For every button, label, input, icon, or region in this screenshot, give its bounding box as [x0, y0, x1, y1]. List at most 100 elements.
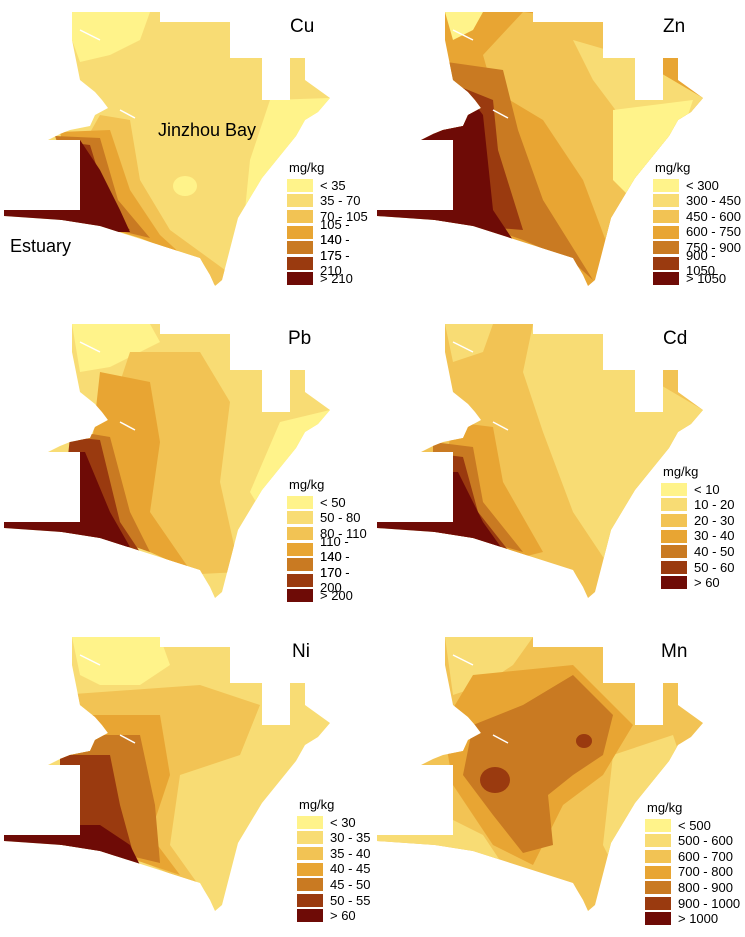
map-panel-ni: Ni mg/kg < 30 30 - 35 35 - 40 40 - 45 45 - 5… — [0, 625, 372, 937]
legend-entry: 20 - 30 — [661, 513, 734, 529]
legend-entry: > 60 — [661, 575, 734, 591]
legend-unit: mg/kg — [299, 797, 335, 812]
legend-label: > 1050 — [686, 271, 727, 287]
legend-entry: 45 - 50 — [297, 877, 370, 893]
legend-swatch — [645, 834, 671, 848]
legend-entry: 30 - 35 — [297, 830, 370, 846]
map-panel-cu: Cu Jinzhou Bay Estuary mg/kg < 35 35 - 70… — [0, 0, 372, 312]
legend-label: < 50 — [320, 494, 346, 510]
legend-label: 175 - 210 — [320, 247, 350, 279]
legend-label: 140 - 175 — [320, 232, 350, 263]
legend-entry: 50 - 80 — [287, 510, 372, 526]
legend-entry: 600 - 700 — [645, 849, 740, 865]
legend-swatch — [653, 210, 679, 224]
legend-label: 105 - 140 — [320, 216, 350, 248]
legend-label: < 35 — [320, 177, 346, 193]
legend-swatch — [287, 225, 313, 239]
legend-label: 40 - 45 — [330, 861, 371, 877]
legend-entry: 10 - 20 — [661, 497, 734, 513]
legend-swatch — [297, 862, 323, 876]
legend-label: 50 - 80 — [320, 510, 361, 526]
legend-swatch — [287, 241, 313, 255]
legend-entry: 300 - 450 — [653, 193, 745, 209]
legend-label: 35 - 40 — [330, 845, 371, 861]
legend-swatch — [287, 194, 313, 208]
legend-label: < 30 — [330, 814, 356, 830]
map-panel-zn: Zn mg/kg < 300 300 - 450 450 - 600 600 - 75… — [373, 0, 745, 312]
element-title: Ni — [292, 641, 310, 662]
legend-entry: 105 - 140 — [287, 217, 372, 247]
legend-swatch — [661, 498, 687, 512]
legend-entry: 600 - 750 — [653, 224, 745, 240]
legend-unit: mg/kg — [663, 464, 699, 479]
legend-label: 700 - 800 — [678, 864, 733, 880]
legend-label: 45 - 50 — [330, 876, 371, 892]
legend-label: > 60 — [694, 575, 720, 591]
legend-swatch — [287, 573, 313, 587]
legend-entry: < 500 — [645, 818, 740, 834]
legend-swatch — [653, 241, 679, 255]
legend-entry: > 1050 — [653, 271, 745, 287]
legend-swatch — [287, 495, 313, 509]
legend-label: > 210 — [320, 271, 353, 287]
legend-label: 750 - 900 — [686, 239, 741, 255]
legend-label: 900 - 1050 — [686, 247, 716, 279]
legend-label: 900 - 1000 — [678, 895, 741, 911]
legend-label: < 300 — [686, 177, 719, 193]
legend-entry: 900 - 1050 — [653, 248, 745, 278]
legend-swatch — [661, 514, 687, 528]
legend-entry: < 35 — [287, 178, 372, 194]
legend-swatch — [661, 560, 687, 574]
estuary-label: Estuary — [10, 236, 72, 256]
cd-distribution-map — [377, 324, 703, 598]
legend: mg/kg < 30 30 - 35 35 - 40 40 - 45 45 - 50 50… — [297, 797, 370, 924]
legend-unit: mg/kg — [289, 477, 325, 492]
legend-entry: 175 - 210 — [287, 248, 372, 278]
element-title: Cu — [290, 16, 315, 37]
legend-swatch — [645, 865, 671, 879]
legend-label: > 60 — [330, 908, 356, 924]
legend-label: < 500 — [678, 817, 711, 833]
legend-label: 140 - 170 — [320, 549, 350, 580]
legend-swatch — [287, 272, 313, 286]
legend-label: 110 - 140 — [320, 533, 349, 565]
legend-swatch — [297, 815, 323, 829]
legend-swatch — [287, 210, 313, 224]
legend-label: 800 - 900 — [678, 879, 733, 895]
legend-entry: 110 - 140 — [287, 534, 372, 564]
legend-entry: < 30 — [297, 815, 370, 831]
element-title: Cd — [663, 328, 688, 349]
map-panel-mn: Mn mg/kg < 500 500 - 600 600 - 700 700 - 80… — [373, 625, 745, 937]
legend-entry: 140 - 175 — [287, 232, 372, 263]
legend-label: 30 - 40 — [694, 528, 735, 544]
legend-label: 600 - 750 — [686, 224, 741, 240]
legend-label: 170 - 200 — [320, 564, 350, 596]
element-title: Mn — [661, 641, 688, 662]
legend-label: 10 - 20 — [694, 497, 735, 513]
legend-swatch — [661, 576, 687, 590]
legend-swatch — [653, 225, 679, 239]
legend-swatch — [653, 272, 679, 286]
legend-swatch — [653, 178, 679, 192]
legend-swatch — [645, 912, 671, 926]
legend-swatch — [287, 511, 313, 525]
legend-swatch — [287, 256, 313, 270]
legend-entry: 50 - 55 — [297, 893, 370, 909]
legend-swatch — [645, 896, 671, 910]
legend-entry: 450 - 600 — [653, 209, 745, 225]
legend-entry: < 10 — [661, 482, 734, 498]
legend-label: 20 - 30 — [694, 512, 735, 528]
legend-entry: 170 - 200 — [287, 565, 372, 595]
legend-label: 50 - 60 — [694, 559, 735, 575]
legend-swatch — [287, 589, 313, 603]
legend-label: 500 - 600 — [678, 833, 733, 849]
legend-label: > 200 — [320, 588, 353, 604]
legend-swatch — [297, 909, 323, 923]
legend-entry: 70 - 105 — [287, 209, 372, 225]
legend-entry: 80 - 110 — [287, 526, 372, 542]
legend-swatch — [287, 542, 313, 556]
legend-swatch — [653, 256, 679, 270]
legend-swatch — [645, 850, 671, 864]
element-title: Pb — [288, 328, 312, 349]
legend-swatch — [661, 482, 687, 496]
